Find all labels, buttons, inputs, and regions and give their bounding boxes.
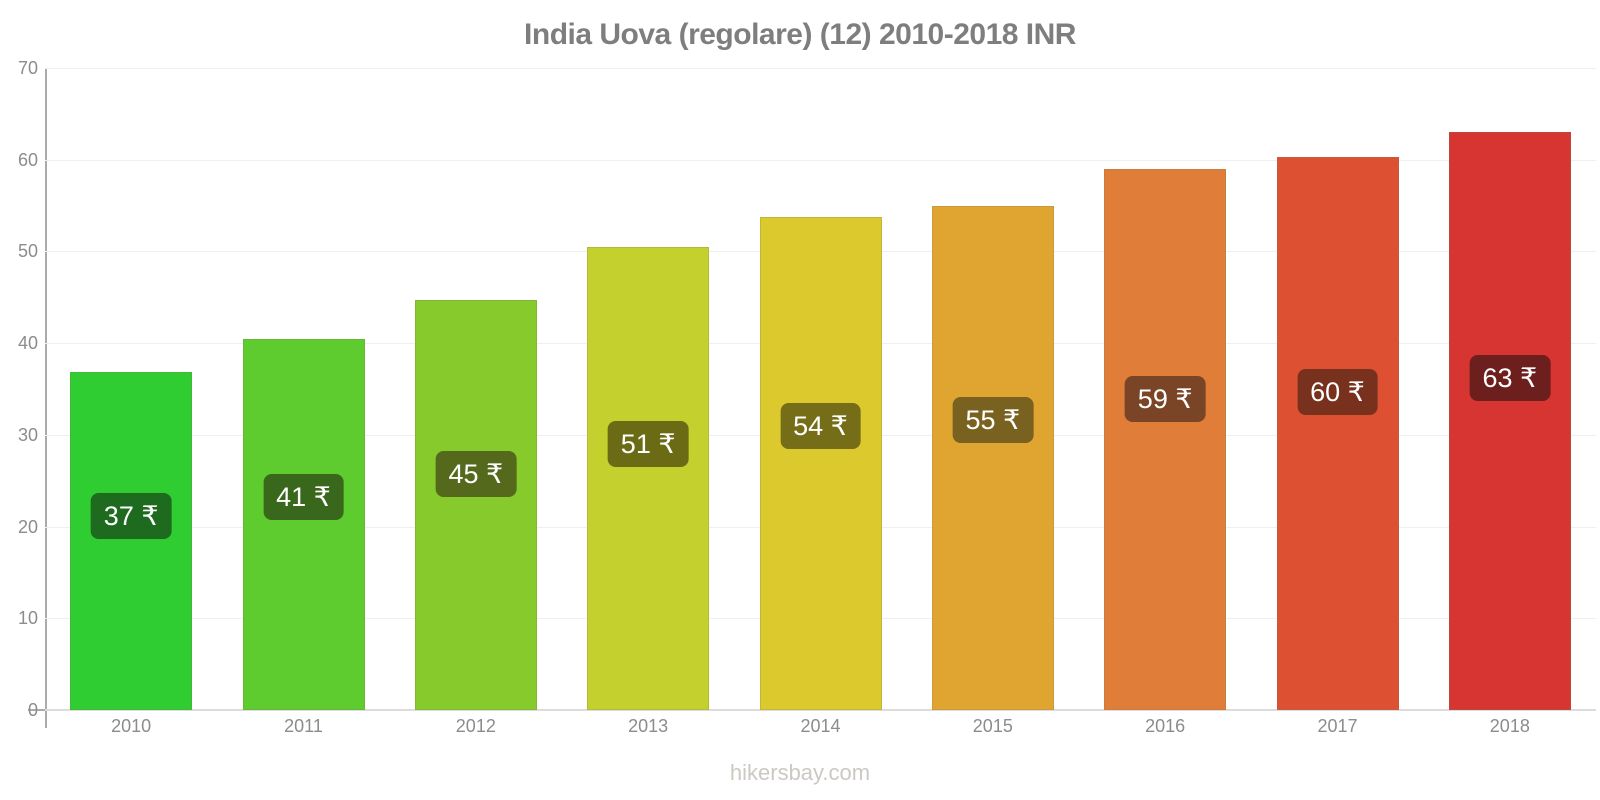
bar-2011[interactable] xyxy=(242,339,365,710)
x-axis-tick-label: 2013 xyxy=(628,716,669,736)
bar-value-badge: 55 ₹ xyxy=(952,396,1034,443)
x-axis-tick-label: 2014 xyxy=(800,716,841,736)
bar-2010[interactable] xyxy=(70,372,193,710)
bar-value-badge: 60 ₹ xyxy=(1297,369,1378,415)
bar-2012[interactable] xyxy=(414,300,537,710)
x-axis-tick-label: 2017 xyxy=(1317,716,1358,736)
y-axis-tick-label: 70 xyxy=(17,58,38,78)
x-axis-tick-label: 2015 xyxy=(972,716,1013,736)
watermark-text: hikersbay.com xyxy=(729,760,871,785)
bar-value-badge: 45 ₹ xyxy=(435,451,517,498)
y-axis-tick-label: 60 xyxy=(17,149,38,170)
bar-2013[interactable] xyxy=(587,246,710,710)
x-axis-tick-label: 2010 xyxy=(111,716,152,736)
x-axis-tick-label: 2011 xyxy=(284,716,323,736)
gridline xyxy=(45,159,1596,161)
y-axis-line xyxy=(45,68,47,728)
bar-2018[interactable] xyxy=(1448,132,1571,710)
y-axis-tick-label: 20 xyxy=(17,516,38,537)
y-axis-tick-label: 40 xyxy=(17,333,38,354)
bar-value-badge: 37 ₹ xyxy=(90,492,172,539)
y-axis-tick-label: 0 xyxy=(27,700,38,720)
gridline xyxy=(45,68,1596,69)
bar-value-badge: 51 ₹ xyxy=(607,420,689,467)
y-axis-zero-tick xyxy=(28,709,45,711)
bar-2015[interactable] xyxy=(931,205,1054,710)
bar-value-badge: 41 ₹ xyxy=(263,473,344,520)
x-axis-tick-label: 2018 xyxy=(1489,716,1530,736)
bar-value-badge: 59 ₹ xyxy=(1124,375,1206,422)
bar-2016[interactable] xyxy=(1104,168,1227,710)
bar-value-badge: 63 ₹ xyxy=(1469,354,1551,401)
bar-value-badge: 54 ₹ xyxy=(780,403,861,450)
x-axis-tick-label: 2016 xyxy=(1145,716,1186,736)
bar-2017[interactable] xyxy=(1276,156,1399,710)
y-axis-tick-label: 50 xyxy=(17,241,38,262)
y-axis-tick-label: 30 xyxy=(17,424,38,445)
chart-title: India Uova (regolare) (12) 2010-2018 INR xyxy=(524,18,1076,51)
x-axis-tick-label: 2012 xyxy=(455,716,496,736)
y-axis-tick-label: 10 xyxy=(17,608,38,629)
x-axis-baseline xyxy=(45,709,1596,711)
bar-2014[interactable] xyxy=(759,216,882,710)
